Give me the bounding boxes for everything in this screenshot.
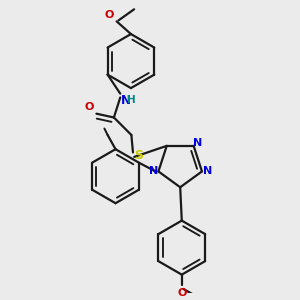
Text: N: N (121, 94, 131, 107)
Text: H: H (127, 95, 136, 105)
Text: O: O (85, 102, 94, 112)
Text: N: N (149, 167, 158, 176)
Text: O: O (177, 288, 187, 298)
Text: N: N (203, 167, 212, 176)
Text: O: O (105, 11, 114, 20)
Text: N: N (193, 138, 203, 148)
Text: S: S (134, 149, 143, 162)
